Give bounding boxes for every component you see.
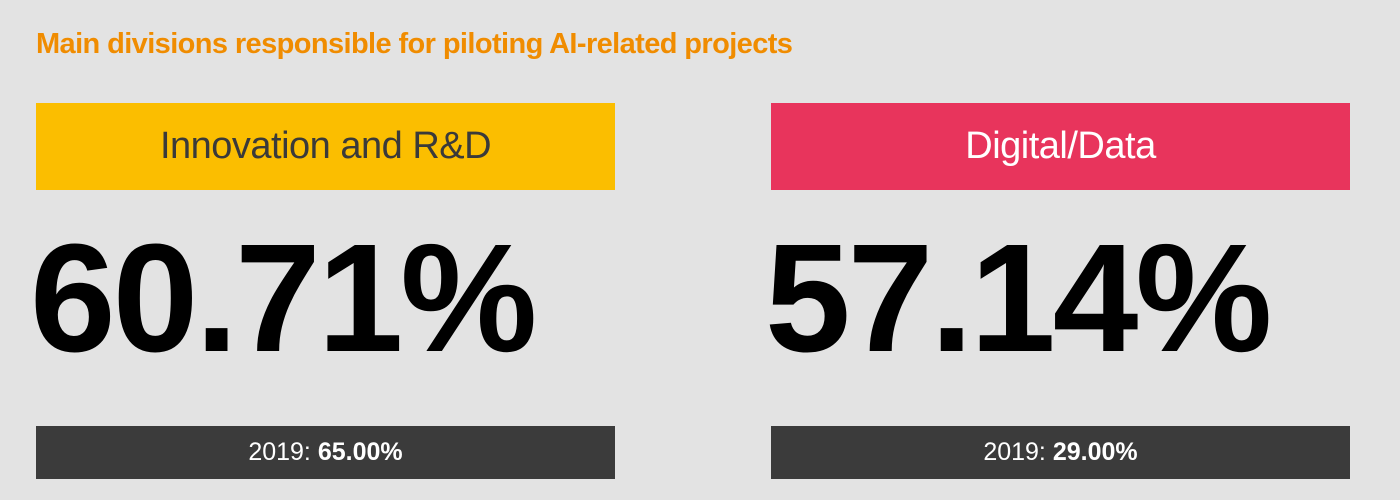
division-card-digital: Digital/Data 57.14% 2019: 29.00% bbox=[765, 103, 1350, 479]
division-banner: Innovation and R&D bbox=[36, 103, 615, 190]
previous-year-bar: 2019: 65.00% bbox=[36, 426, 615, 479]
previous-year-value: 29.00% bbox=[1052, 438, 1138, 466]
previous-year-label: 2019: bbox=[983, 438, 1046, 466]
division-value: 57.14% bbox=[765, 212, 1272, 384]
previous-year-value: 65.00% bbox=[317, 438, 403, 466]
division-card-innovation: Innovation and R&D 60.71% 2019: 65.00% bbox=[30, 103, 615, 479]
previous-year-bar: 2019: 29.00% bbox=[771, 426, 1350, 479]
previous-year-label: 2019: bbox=[248, 438, 311, 466]
division-value: 60.71% bbox=[30, 212, 537, 384]
division-banner: Digital/Data bbox=[771, 103, 1350, 190]
page-title: Main divisions responsible for piloting … bbox=[36, 28, 793, 60]
